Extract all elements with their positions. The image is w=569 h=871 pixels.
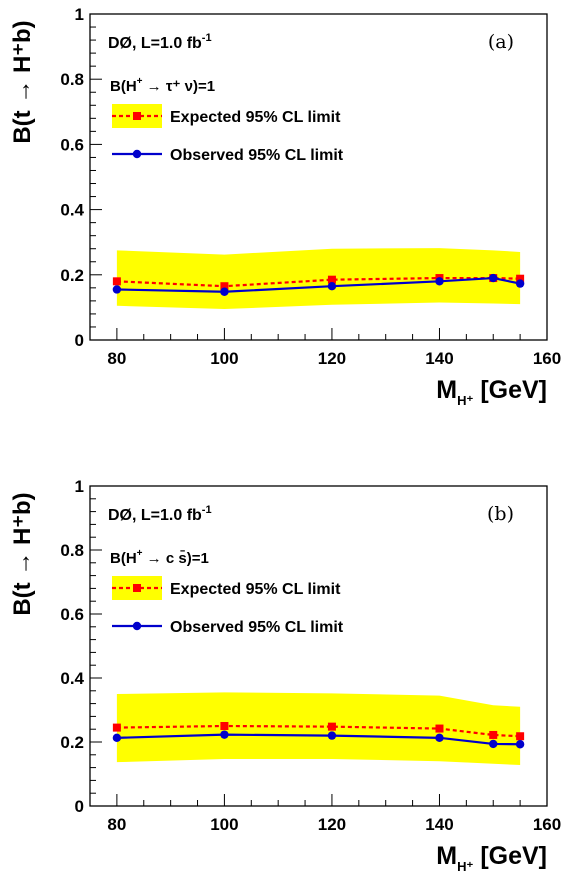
expected-point bbox=[220, 282, 229, 291]
expected-point bbox=[516, 732, 525, 741]
legend-expected-label: Expected 95% CL limit bbox=[170, 109, 341, 126]
y-tick-label: 0.4 bbox=[60, 201, 84, 220]
x-tick-label: 140 bbox=[425, 349, 453, 368]
expected-point bbox=[327, 722, 336, 731]
legend-expected-label: Expected 95% CL limit bbox=[170, 581, 341, 598]
chart-panel-2: 80 100 120 140 160 0 0.2 0.4 0.6 0.8 1 DØ, L=1.0 fb… bbox=[9, 477, 561, 871]
x-tick-label: 100 bbox=[210, 349, 238, 368]
experiment-label: DØ, L=1.0 fb-1 bbox=[108, 32, 212, 52]
experiment-label: DØ, L=1.0 fb-1 bbox=[108, 504, 212, 524]
legend-observed-marker bbox=[132, 149, 142, 159]
y-axis-title: B(t → H⁺b) bbox=[9, 20, 36, 143]
expected-point bbox=[112, 723, 121, 732]
x-axis-title-main: M bbox=[436, 376, 457, 404]
decay-suffix: → c s̄)=1 bbox=[143, 549, 209, 567]
uncertainty-band bbox=[116, 248, 521, 310]
panel-label: (a) bbox=[488, 31, 514, 53]
y-tick-label: 0.4 bbox=[60, 669, 84, 688]
x-axis-title-unit: [GeV] bbox=[473, 842, 547, 870]
observed-point bbox=[489, 273, 498, 283]
x-tick-label: 80 bbox=[107, 349, 126, 368]
x-tick-label: 100 bbox=[210, 815, 238, 834]
x-tick-label: 160 bbox=[533, 815, 561, 834]
y-tick-label: 0.8 bbox=[60, 541, 84, 560]
expected-point bbox=[112, 277, 121, 286]
observed-limit-line bbox=[116, 733, 521, 746]
decay-superscript: + bbox=[137, 76, 143, 87]
expected-limit-line bbox=[116, 724, 521, 738]
plot-frame bbox=[89, 485, 548, 807]
decay-superscript: + bbox=[137, 548, 143, 559]
x-tick-label: 120 bbox=[318, 815, 346, 834]
legend-observed-label: Observed 95% CL limit bbox=[170, 147, 344, 164]
decay-prefix: B(H bbox=[110, 550, 137, 567]
x-tick-label: 80 bbox=[107, 815, 126, 834]
expected-point bbox=[327, 275, 336, 284]
y-tick-label: 0.6 bbox=[60, 605, 84, 624]
chart-panel-1: 80 100 120 140 160 0 0.2 0.4 0.6 0.8 1 DØ, L=1.0 fb… bbox=[9, 5, 561, 408]
x-tick-label: 120 bbox=[318, 349, 346, 368]
experiment-text: DØ, L=1.0 fb bbox=[108, 35, 202, 52]
decay-prefix: B(H bbox=[110, 78, 137, 95]
uncertainty-band bbox=[116, 692, 521, 766]
y-axis-title: B(t → H⁺b) bbox=[9, 492, 36, 615]
y-tick-label: 0.2 bbox=[60, 266, 84, 285]
y-tick-label: 0.2 bbox=[60, 733, 84, 752]
plot-frame bbox=[89, 13, 548, 341]
x-tick-label: 160 bbox=[533, 349, 561, 368]
observed-point bbox=[515, 279, 525, 288]
observed-point bbox=[327, 731, 337, 740]
y-tick-label: 0 bbox=[75, 797, 84, 816]
x-axis-title-subscript: H⁺ bbox=[457, 393, 473, 408]
observed-point bbox=[489, 739, 498, 749]
legend-observed-label: Observed 95% CL limit bbox=[170, 619, 344, 636]
observed-point bbox=[435, 733, 444, 743]
observed-point bbox=[112, 285, 122, 294]
panel-label: (b) bbox=[487, 503, 514, 525]
legend-expected-marker bbox=[133, 584, 141, 592]
y-tick-label: 0.6 bbox=[60, 135, 84, 154]
observed-point bbox=[112, 733, 122, 743]
experiment-superscript: -1 bbox=[202, 504, 212, 516]
expected-point bbox=[516, 274, 525, 283]
experiment-superscript: -1 bbox=[202, 32, 212, 44]
decay-mode-label: B(H+ → c s̄)=1 bbox=[110, 548, 209, 567]
expected-point bbox=[489, 730, 498, 739]
x-axis-title: MH⁺ [GeV] bbox=[436, 842, 547, 871]
observed-point bbox=[435, 277, 444, 286]
experiment-text: DØ, L=1.0 fb bbox=[108, 507, 202, 524]
observed-limit-line bbox=[116, 276, 521, 293]
observed-point bbox=[515, 740, 525, 749]
y-tick-label: 0.8 bbox=[60, 70, 84, 89]
x-tick-label: 140 bbox=[425, 815, 453, 834]
decay-mode-label: B(H+ → τ⁺ ν)=1 bbox=[110, 76, 215, 95]
observed-point bbox=[220, 730, 229, 739]
expected-point bbox=[220, 722, 229, 730]
legend-expected-marker bbox=[133, 112, 141, 120]
y-tick-label: 1 bbox=[75, 5, 84, 24]
expected-point bbox=[435, 724, 444, 733]
x-axis-title-main: M bbox=[436, 842, 457, 870]
observed-point bbox=[220, 287, 229, 296]
x-axis-title: MH⁺ [GeV] bbox=[436, 376, 547, 408]
y-tick-label: 0 bbox=[75, 331, 84, 350]
x-axis-title-unit: [GeV] bbox=[473, 376, 547, 404]
y-tick-label: 1 bbox=[75, 477, 84, 496]
x-axis-title-subscript: H⁺ bbox=[457, 859, 473, 871]
observed-point bbox=[327, 282, 337, 291]
legend-observed-marker bbox=[132, 621, 142, 631]
decay-suffix: → τ⁺ ν)=1 bbox=[143, 78, 216, 95]
